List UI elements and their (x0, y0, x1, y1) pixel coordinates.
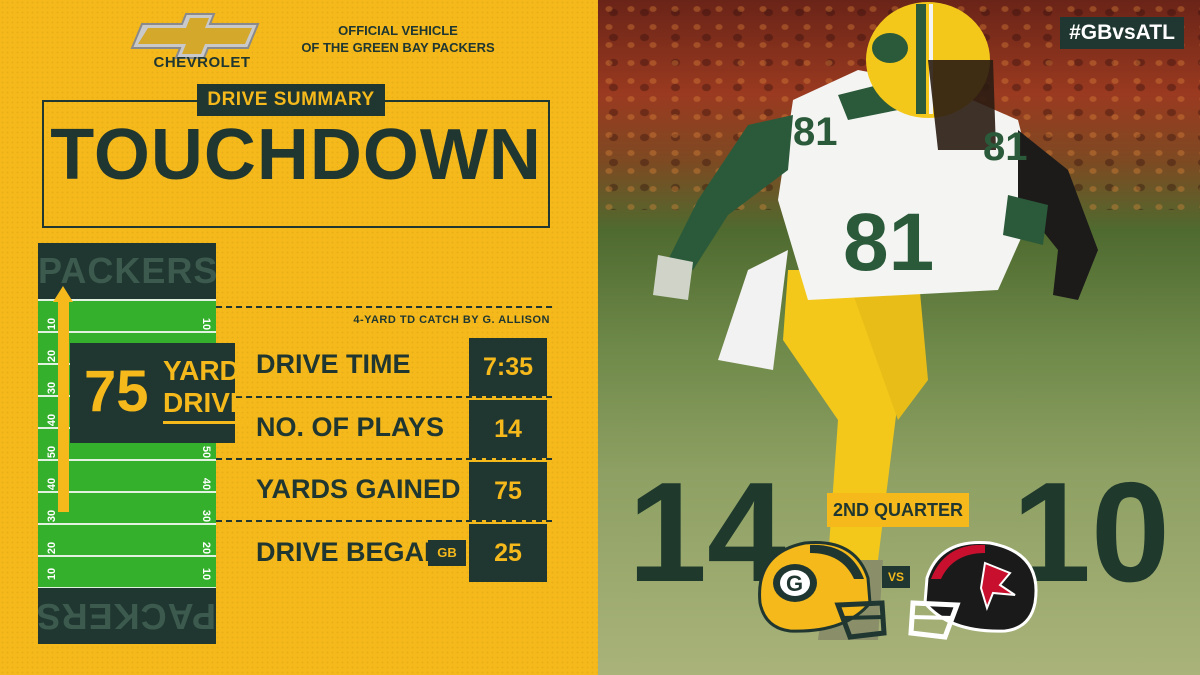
tagline-line-1: OFFICIAL VEHICLE (338, 23, 458, 38)
stat-label-drive-time: DRIVE TIME (256, 349, 411, 379)
divider (216, 458, 552, 460)
yard-number: 20 (46, 541, 59, 555)
endzone-bottom-text: PACKERS (35, 596, 216, 637)
stat-value-plays: 14 (469, 400, 547, 458)
yard-number: 50 (200, 445, 213, 459)
drive-summary-label: DRIVE SUMMARY (197, 84, 385, 116)
divider (216, 396, 552, 398)
endzone-bottom: PACKERS (35, 588, 216, 644)
stat-value-yards-gained: 75 (469, 462, 547, 520)
stat-label-plays: NO. OF PLAYS (256, 412, 445, 442)
endzone-top-text: PACKERS (38, 250, 219, 291)
stat-value-drive-time: 7:35 (469, 338, 547, 396)
vs-badge: VS (882, 566, 910, 588)
jersey-number: 81 (843, 197, 934, 288)
drive-unit-yard: YARD (163, 355, 240, 386)
chevrolet-bowtie-logo (130, 13, 260, 59)
yard-number: 10 (200, 567, 213, 581)
falcons-helmet-icon (908, 540, 1038, 640)
sleeve-number-right: 81 (983, 125, 1028, 169)
yard-number: 50 (46, 445, 59, 459)
yard-number: 30 (200, 509, 213, 523)
divider (216, 306, 552, 308)
yard-number: 40 (200, 477, 213, 491)
drive-length-value: 75 (84, 359, 149, 424)
tagline-line-2: OF THE GREEN BAY PACKERS (301, 40, 495, 55)
yard-number: 10 (46, 317, 59, 331)
game-period: 2ND QUARTER (827, 493, 969, 527)
drive-began-team-tag: GB (428, 540, 466, 566)
yard-number: 10 (46, 567, 59, 581)
stat-label-drive-began: DRIVE BEGAN (256, 537, 444, 567)
stat-label-yards-gained: YARDS GAINED (256, 474, 461, 504)
brand-name: CHEVROLET (153, 54, 251, 71)
packers-g-logo: G (786, 571, 803, 596)
drive-unit-drive: DRIVE (163, 387, 249, 424)
yard-number: 20 (46, 349, 59, 363)
yard-number: 30 (46, 509, 59, 523)
drive-length-panel (70, 343, 235, 443)
yard-number: 40 (46, 477, 59, 491)
divider (216, 520, 552, 522)
stat-value-drive-began: 25 (469, 524, 547, 582)
play-note: 4-YARD TD CATCH BY G. ALLISON (353, 314, 550, 326)
left-panel: CHEVROLET OFFICIAL VEHICLE OF THE GREEN … (0, 0, 598, 675)
packers-helmet-icon: G (758, 540, 887, 640)
hashtag: #GBvsATL (1060, 17, 1184, 49)
result-title: TOUCHDOWN (50, 115, 542, 195)
yard-number: 20 (200, 541, 213, 555)
away-score: 10 (1012, 453, 1170, 612)
yard-number: 40 (46, 413, 59, 427)
drive-arrow-icon (53, 286, 73, 302)
yard-number: 10 (200, 317, 213, 331)
official-vehicle-text: OFFICIAL VEHICLE OF THE GREEN BAY PACKER… (283, 22, 513, 56)
yard-number: 30 (46, 381, 59, 395)
drive-arrow-shaft (58, 300, 69, 512)
sleeve-number-left: 81 (793, 110, 838, 154)
